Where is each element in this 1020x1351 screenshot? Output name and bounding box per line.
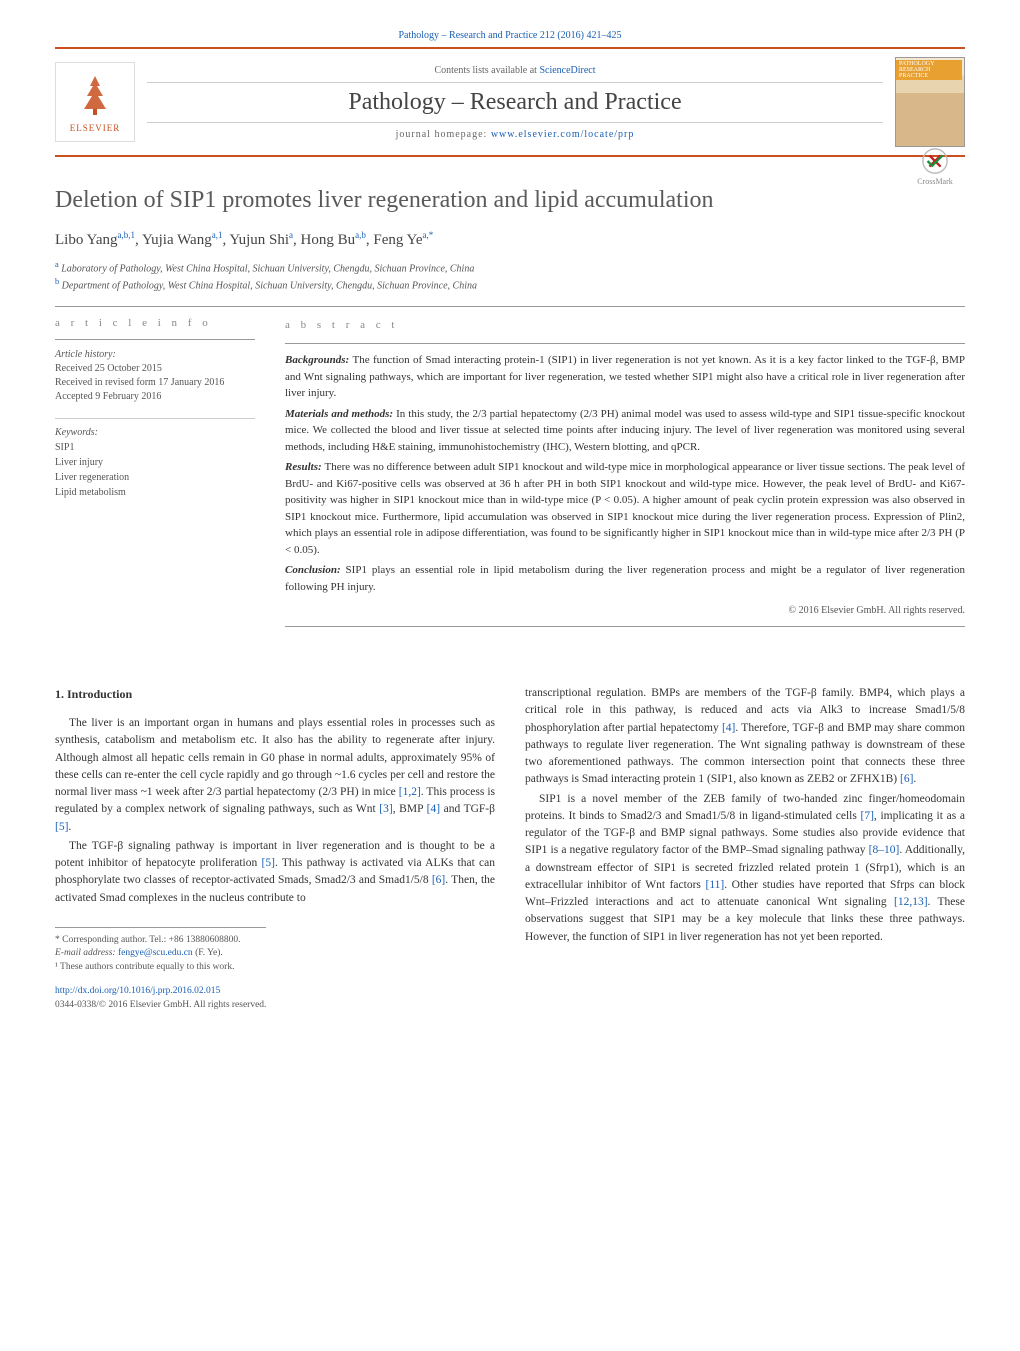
ref-link[interactable]: [6]: [900, 773, 913, 785]
body-paragraph: The liver is an important organ in human…: [55, 715, 495, 836]
ref-link[interactable]: [3]: [379, 803, 392, 815]
ref-link[interactable]: [5]: [55, 821, 68, 833]
article-title: Deletion of SIP1 promotes liver regenera…: [55, 187, 965, 214]
elsevier-tree-icon: [70, 71, 120, 121]
body-paragraph: transcriptional regulation. BMPs are mem…: [525, 685, 965, 789]
email-link[interactable]: fengye@scu.edu.cn: [118, 948, 193, 958]
footnotes: * Corresponding author. Tel.: +86 138806…: [55, 927, 266, 974]
journal-title: Pathology – Research and Practice: [147, 82, 883, 123]
keyword: Liver injury: [55, 455, 255, 470]
cover-label: PATHOLOGY RESEARCH PRACTICE: [896, 60, 962, 80]
ref-link[interactable]: [11]: [705, 879, 724, 891]
divider: [55, 306, 965, 307]
history-label: Article history:: [55, 348, 255, 362]
journal-meta: Contents lists available at ScienceDirec…: [147, 65, 883, 140]
crossmark-icon: [921, 147, 949, 175]
abstract: a b s t r a c t Backgrounds: The functio…: [285, 317, 965, 636]
citation-line: Pathology – Research and Practice 212 (2…: [55, 30, 965, 41]
contents-available-line: Contents lists available at ScienceDirec…: [147, 65, 883, 76]
crossmark-badge[interactable]: CrossMark: [905, 147, 965, 186]
accepted-date: Accepted 9 February 2016: [55, 390, 255, 404]
affiliations: a Laboratory of Pathology, West China Ho…: [55, 259, 965, 294]
citation-link[interactable]: Pathology – Research and Practice 212 (2…: [398, 30, 621, 41]
ref-link[interactable]: [4]: [722, 722, 735, 734]
keyword: Lipid metabolism: [55, 485, 255, 500]
abstract-backgrounds: Backgrounds: The function of Smad intera…: [285, 352, 965, 402]
abstract-copyright: © 2016 Elsevier GmbH. All rights reserve…: [285, 603, 965, 618]
abstract-materials: Materials and methods: In this study, th…: [285, 406, 965, 456]
abstract-conclusion: Conclusion: SIP1 plays an essential role…: [285, 562, 965, 595]
email-line: E-mail address: fengye@scu.edu.cn (F. Ye…: [55, 947, 266, 960]
page: Pathology – Research and Practice 212 (2…: [0, 0, 1020, 1052]
ref-link[interactable]: [5]: [262, 857, 275, 869]
journal-header-bar: ELSEVIER Contents lists available at Sci…: [55, 47, 965, 157]
received-date: Received 25 October 2015: [55, 362, 255, 376]
ref-link[interactable]: [6]: [432, 874, 445, 886]
body-paragraph: The TGF-β signaling pathway is important…: [55, 838, 495, 907]
abstract-results: Results: There was no difference between…: [285, 459, 965, 558]
revised-date: Received in revised form 17 January 2016: [55, 376, 255, 390]
corresponding-author-note: * Corresponding author. Tel.: +86 138806…: [55, 934, 266, 947]
abstract-label: a b s t r a c t: [285, 317, 965, 334]
body-paragraph: SIP1 is a novel member of the ZEB family…: [525, 791, 965, 946]
issn-copyright: 0344-0338/© 2016 Elsevier GmbH. All righ…: [55, 998, 495, 1012]
equal-contribution-note: ¹ These authors contribute equally to th…: [55, 961, 266, 974]
article-info-label: a r t i c l e i n f o: [55, 317, 255, 329]
body-column-right: transcriptional regulation. BMPs are mem…: [525, 685, 965, 1012]
homepage-link[interactable]: www.elsevier.com/locate/prp: [491, 129, 635, 140]
keyword: Liver regeneration: [55, 470, 255, 485]
keywords-label: Keywords:: [55, 425, 255, 440]
keywords-block: Keywords: SIP1 Liver injury Liver regene…: [55, 418, 255, 500]
publisher-name: ELSEVIER: [70, 123, 121, 133]
doi-block: http://dx.doi.org/10.1016/j.prp.2016.02.…: [55, 984, 495, 1013]
publisher-logo: ELSEVIER: [55, 62, 135, 142]
ref-link[interactable]: [7]: [861, 810, 874, 822]
journal-cover-thumbnail: PATHOLOGY RESEARCH PRACTICE: [895, 57, 965, 147]
info-abstract-row: a r t i c l e i n f o Article history: R…: [55, 317, 965, 636]
divider: [285, 626, 965, 627]
section-heading-introduction: 1. Introduction: [55, 685, 495, 703]
doi-link[interactable]: http://dx.doi.org/10.1016/j.prp.2016.02.…: [55, 986, 220, 996]
authors-line: Libo Yanga,b,1, Yujia Wanga,1, Yujun Shi…: [55, 230, 965, 249]
body-text: 1. Introduction The liver is an importan…: [55, 685, 965, 1012]
ref-link[interactable]: [1,2]: [399, 786, 421, 798]
sciencedirect-link[interactable]: ScienceDirect: [539, 65, 595, 76]
article-info-sidebar: a r t i c l e i n f o Article history: R…: [55, 317, 255, 636]
crossmark-label: CrossMark: [905, 177, 965, 186]
divider: [55, 339, 255, 340]
keyword: SIP1: [55, 440, 255, 455]
homepage-line: journal homepage: www.elsevier.com/locat…: [147, 129, 883, 140]
ref-link[interactable]: [8–10]: [869, 844, 900, 856]
ref-link[interactable]: [12,13]: [894, 896, 928, 908]
body-column-left: 1. Introduction The liver is an importan…: [55, 685, 495, 1012]
divider: [285, 343, 965, 344]
article-history: Article history: Received 25 October 201…: [55, 348, 255, 404]
ref-link[interactable]: [4]: [427, 803, 440, 815]
